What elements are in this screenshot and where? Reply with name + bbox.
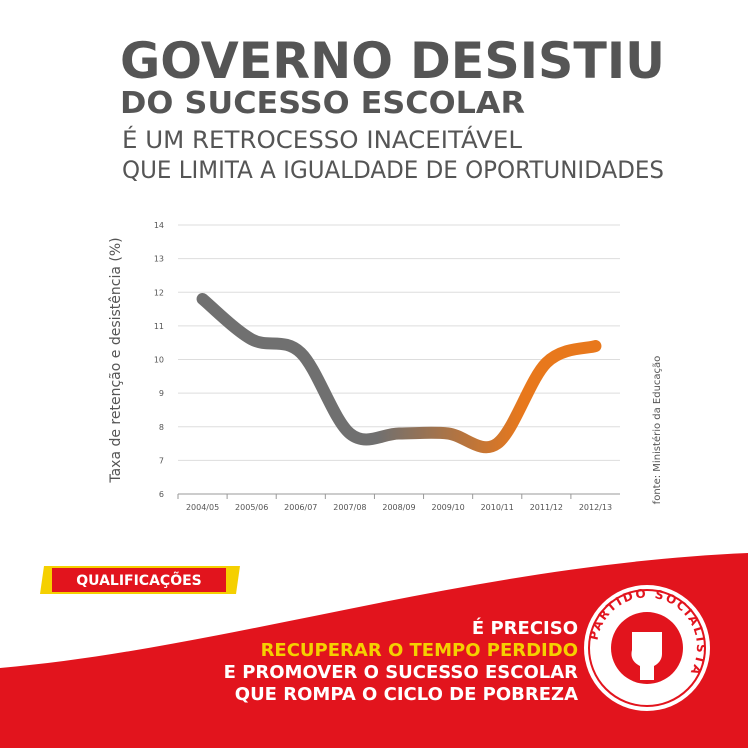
- plot: 6 7 8 9 10 11 12 13 14 2004/05 2005/06 2006/07 2007/…: [154, 221, 620, 512]
- title-line2: DO SUCESSO ESCOLAR: [120, 86, 525, 121]
- x-tick-label: 2005/06: [235, 503, 268, 512]
- footer-line1: É PRECISO: [472, 617, 578, 639]
- x-tick-label: 2006/07: [284, 503, 317, 512]
- subtitle-line2: QUE LIMITA A IGUALDADE DE OPORTUNIDADES: [122, 156, 664, 184]
- footer-line2: RECUPERAR O TEMPO PERDIDO: [261, 640, 578, 661]
- badge: QUALIFICAÇÕES: [76, 571, 202, 589]
- y-tick-label: 9: [159, 389, 164, 398]
- source: fonte: Ministério da Educação: [651, 356, 663, 505]
- y-tick-label: 6: [159, 490, 164, 499]
- y-tick-label: 14: [154, 221, 164, 230]
- x-tick-label: 2008/09: [382, 503, 415, 512]
- title: GOVERNO DESISTIU: [120, 32, 665, 90]
- y-tick-label: 13: [154, 255, 164, 264]
- footer-line3: E PROMOVER O SUCESSO ESCOLAR: [224, 662, 579, 683]
- y-tick-label: 7: [159, 456, 164, 465]
- logo-ring: [588, 589, 706, 707]
- badge-box: [52, 568, 226, 592]
- x-tick-label: 2004/05: [186, 503, 219, 512]
- x-tick-label: 2011/12: [530, 503, 563, 512]
- y-tick-label: 10: [154, 356, 164, 365]
- x-tick-label: 2007/08: [333, 503, 366, 512]
- x-tick-label: 2009/10: [431, 503, 464, 512]
- x-tick-label: 2012/13: [579, 503, 612, 512]
- data-line: [196, 292, 602, 454]
- subtitle-line1: É UM RETROCESSO INACEITÁVEL: [122, 125, 523, 154]
- red-wave: [0, 553, 748, 748]
- y-tick-label: 8: [159, 423, 164, 432]
- footer-line4: QUE ROMPA O CICLO DE POBREZA: [235, 684, 578, 705]
- y-tick-label: 11: [154, 322, 164, 331]
- y-tick-label: 12: [154, 288, 164, 297]
- y-axis-label: Taxa de retenção e desistência (%): [108, 237, 124, 483]
- logo-fist: [631, 632, 662, 680]
- x-tick-label: 2010/11: [481, 503, 514, 512]
